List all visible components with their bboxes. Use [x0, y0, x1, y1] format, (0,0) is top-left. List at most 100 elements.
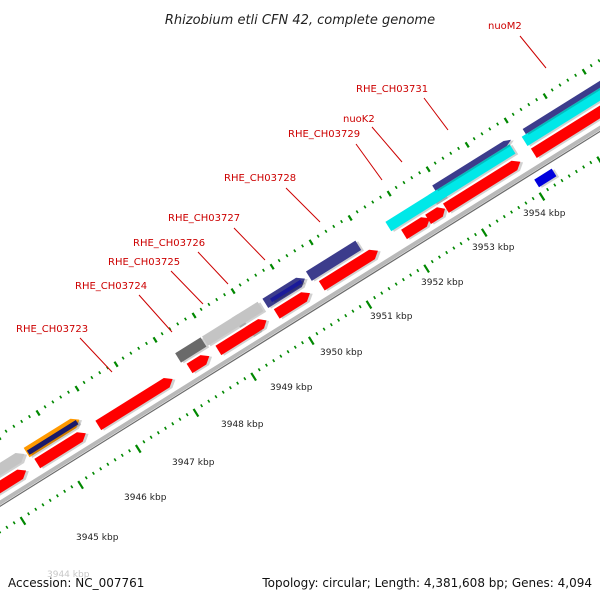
- dashed-tick: [35, 409, 41, 417]
- dashed-tick: [488, 127, 492, 131]
- scale-tick: [12, 521, 16, 525]
- scale-tick: [149, 435, 153, 439]
- cds-track: [0, 100, 600, 511]
- scale-tick-track: [0, 156, 600, 534]
- dashed-tick: [535, 97, 539, 102]
- dashed-tick: [410, 175, 414, 180]
- scale-label: 3946 kbp: [124, 493, 167, 503]
- dashed-tick: [67, 390, 70, 394]
- scale-tick: [307, 336, 315, 346]
- scale-tick: [185, 413, 189, 417]
- scale-tick: [351, 309, 355, 313]
- scale-tick: [474, 232, 477, 237]
- gene-block-cyan-a: [385, 188, 446, 232]
- dashed-tick: [324, 229, 328, 234]
- label-leader-line: [233, 227, 266, 261]
- gene-label-rhe-ch03727[interactable]: RHE_CH03727: [168, 213, 240, 224]
- cds-gene: [0, 469, 27, 510]
- dashed-tick: [113, 361, 119, 368]
- scale-tick: [164, 426, 168, 430]
- scale-label: 3951 kbp: [370, 312, 413, 322]
- cog-track: [0, 74, 600, 487]
- scale-tick: [221, 390, 225, 394]
- scale-tick: [502, 214, 506, 219]
- dashed-tick: [4, 429, 8, 433]
- label-leader-line: [170, 270, 204, 305]
- scale-tick: [423, 264, 430, 274]
- dashed-tick: [207, 302, 211, 307]
- scale-tick: [228, 386, 232, 390]
- dashed-tick: [74, 385, 80, 392]
- scale-tick: [430, 259, 434, 264]
- scale-tick: [329, 322, 333, 327]
- gene-label-nuok2[interactable]: nuoK2: [343, 114, 375, 125]
- dashed-tick: [402, 180, 406, 185]
- gene-label-rhe-ch03731[interactable]: RHE_CH03731: [356, 84, 428, 95]
- scale-tick: [560, 178, 564, 183]
- gene-label-rhe-ch03724[interactable]: RHE_CH03724: [75, 281, 147, 292]
- scale-tick: [445, 250, 449, 255]
- scale-tick: [301, 340, 304, 345]
- dashed-tick: [145, 341, 148, 346]
- gene-block-navy-stripe: [26, 420, 79, 455]
- scale-tick: [113, 458, 117, 462]
- scale-tick: [589, 160, 593, 165]
- scale-tick: [134, 444, 142, 454]
- scale-label: 3949 kbp: [270, 383, 313, 393]
- scale-tick: [70, 485, 74, 489]
- dashed-tick: [238, 283, 242, 287]
- dashed-tick: [519, 107, 523, 112]
- gene-block-gray: [0, 453, 25, 486]
- dashed-tick: [27, 414, 31, 419]
- dashed-tick: [480, 132, 484, 136]
- gene-label-rhe-ch03726[interactable]: RHE_CH03726: [133, 238, 205, 249]
- dashed-tick: [293, 249, 297, 253]
- scale-tick: [293, 345, 297, 349]
- label-leader-line: [197, 251, 229, 285]
- dashed-tick: [574, 73, 578, 78]
- scale-tick: [488, 223, 492, 228]
- gene-label-rhe-ch03728[interactable]: RHE_CH03728: [224, 173, 296, 184]
- scale-tick: [142, 440, 146, 444]
- dashed-tick: [0, 434, 2, 441]
- scale-tick: [91, 471, 95, 475]
- accession-text: Accession: NC_007761: [8, 576, 144, 590]
- dashed-tick: [230, 287, 236, 295]
- scale-tick: [272, 358, 276, 363]
- gene-label-rhe-ch03723[interactable]: RHE_CH03723: [16, 324, 88, 335]
- scale-tick: [236, 381, 240, 385]
- scale-tick: [387, 286, 391, 291]
- gene-block-navy-c: [432, 139, 512, 191]
- scale-tick: [373, 295, 377, 300]
- dashed-tick: [449, 151, 453, 156]
- cds-gene: [95, 378, 173, 431]
- label-leader-line: [355, 143, 383, 181]
- scale-tick: [409, 273, 413, 277]
- dashed-tick: [386, 190, 392, 197]
- dashed-tick: [20, 419, 24, 424]
- topology-summary: Topology: circular; Length: 4,381,608 bp…: [261, 576, 592, 590]
- scale-tick: [120, 453, 124, 457]
- dashed-tick: [160, 331, 164, 336]
- scale-tick: [567, 174, 571, 178]
- gene-block-cyan-b: [428, 144, 516, 205]
- scale-tick: [337, 318, 341, 322]
- scale-label: 3948 kbp: [221, 420, 264, 430]
- scale-tick: [77, 480, 84, 490]
- gene-label-rhe-ch03725[interactable]: RHE_CH03725: [108, 257, 180, 268]
- gene-label-nuom2[interactable]: nuoM2: [488, 21, 522, 32]
- label-leader-line: [371, 126, 403, 163]
- dashed-tick: [542, 92, 548, 100]
- cds-gene: [318, 249, 378, 291]
- dashed-tick: [285, 253, 289, 258]
- gene-label-rhe-ch03729[interactable]: RHE_CH03729: [288, 129, 360, 140]
- gene-block-navy-d: [522, 74, 600, 135]
- dashed-tick: [223, 292, 226, 297]
- dashed-tick: [347, 214, 353, 222]
- scale-tick: [19, 516, 27, 526]
- dashed-tick: [262, 268, 266, 273]
- scale-tick: [358, 304, 362, 309]
- dashed-tick: [316, 234, 320, 238]
- dashed-tick: [269, 263, 275, 270]
